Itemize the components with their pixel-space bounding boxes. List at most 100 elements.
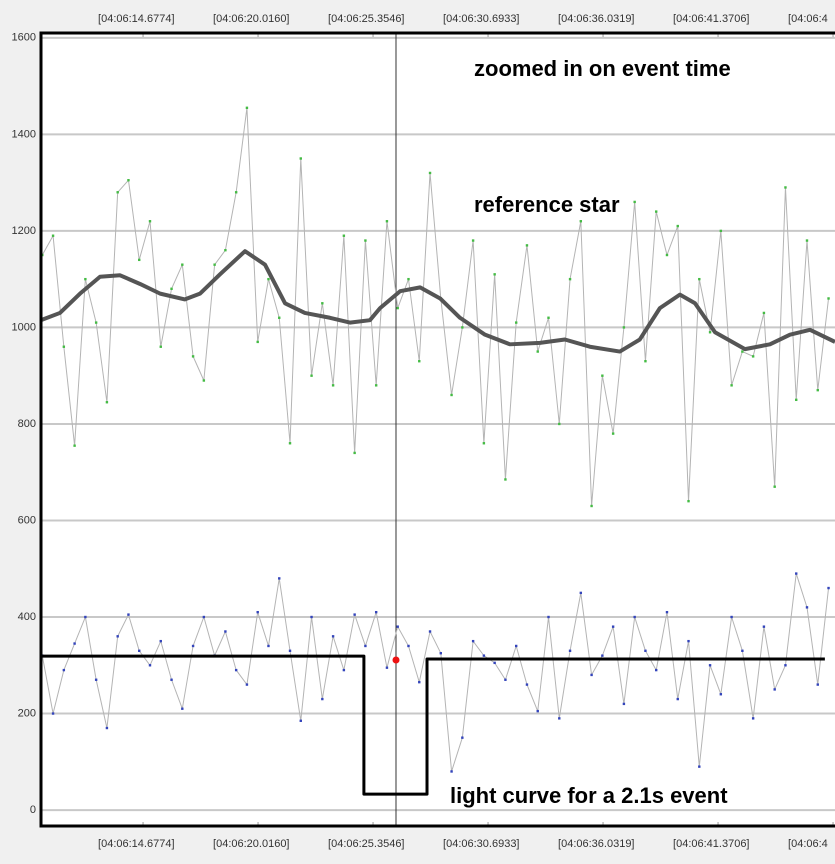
data-point	[784, 186, 787, 189]
data-point	[342, 668, 346, 672]
data-point	[51, 234, 55, 237]
data-point	[730, 615, 733, 619]
annotation: zoomed in on event time	[474, 56, 731, 81]
data-point	[655, 668, 658, 672]
data-point	[181, 263, 184, 266]
data-point	[504, 678, 507, 681]
data-point	[256, 610, 259, 614]
data-point	[202, 379, 206, 382]
data-point	[202, 615, 206, 619]
data-point	[536, 709, 539, 713]
y-tick-label: 400	[18, 611, 36, 623]
data-point	[278, 577, 281, 580]
x-tick-label: [04:06:30.6933]	[443, 13, 519, 25]
data-point	[73, 444, 76, 447]
data-point	[234, 668, 238, 672]
data-point	[62, 345, 66, 348]
data-point	[407, 644, 410, 648]
series-line	[41, 573, 830, 772]
data-point	[116, 635, 119, 638]
data-point	[331, 384, 335, 387]
x-tick-label: [04:06:30.6933]	[443, 838, 519, 850]
data-point	[267, 277, 270, 281]
x-tick-label: [04:06:36.0319]	[558, 838, 634, 850]
data-point	[374, 610, 378, 614]
x-tick-label: [04:06:41.3706]	[673, 13, 749, 25]
data-point	[450, 770, 453, 773]
y-tick-label: 1600	[12, 32, 36, 44]
data-point	[633, 615, 636, 619]
data-point	[568, 649, 572, 652]
data-point	[224, 630, 227, 633]
data-point	[407, 277, 410, 281]
data-point	[256, 340, 259, 344]
data-point	[148, 220, 152, 223]
x-tick-label: [04:06:20.0160]	[213, 13, 289, 25]
data-point	[353, 451, 356, 455]
data-point	[234, 191, 238, 194]
data-point	[418, 360, 421, 363]
data-point	[353, 613, 356, 616]
data-point	[127, 179, 130, 182]
data-point	[364, 239, 367, 242]
data-point	[773, 485, 776, 488]
data-point	[719, 229, 723, 233]
data-point	[471, 639, 475, 643]
data-point	[94, 321, 98, 324]
data-point	[698, 277, 701, 281]
data-point	[708, 331, 712, 334]
data-point	[374, 384, 378, 387]
data-point	[191, 355, 195, 358]
data-point	[299, 719, 302, 722]
data-point	[644, 649, 647, 652]
annotation: reference star	[474, 192, 620, 217]
axes: 0 200 400 600 800 1000 1200 1400 1600 [04:06:14.6…	[12, 13, 835, 850]
data-point	[698, 765, 701, 768]
x-tick-label: [04:06:36.0319]	[558, 13, 634, 25]
y-tick-label: 600	[18, 514, 36, 526]
data-point	[762, 311, 766, 315]
axis-frame	[39, 31, 835, 828]
data-point	[482, 654, 486, 657]
data-point	[224, 248, 227, 252]
data-point	[428, 630, 432, 633]
data-point	[245, 683, 249, 686]
data-point	[590, 504, 593, 508]
data-point	[633, 200, 636, 204]
x-tick-label: [04:06:14.6774]	[98, 13, 174, 25]
data-point	[116, 191, 119, 194]
data-point	[708, 664, 712, 667]
y-tick-label: 0	[30, 804, 36, 816]
data-point	[687, 639, 690, 643]
data-point	[676, 224, 679, 228]
data-point	[751, 717, 755, 720]
series-line	[41, 654, 825, 796]
data-point	[568, 277, 572, 281]
data-point	[493, 273, 496, 276]
data-point	[536, 350, 539, 353]
data-point	[655, 210, 658, 213]
data-point	[321, 697, 324, 701]
data-point	[439, 652, 443, 655]
data-point	[773, 688, 776, 691]
data-point	[687, 499, 690, 503]
data-point	[342, 234, 346, 237]
data-point	[245, 106, 249, 110]
data-point	[730, 384, 733, 387]
data-point	[547, 615, 550, 619]
data-point	[396, 625, 399, 628]
data-point	[84, 615, 87, 619]
data-point	[62, 668, 66, 672]
data-point	[288, 442, 292, 445]
data-point	[181, 707, 184, 710]
data-point	[622, 326, 626, 329]
data-point	[676, 697, 679, 701]
data-point	[278, 316, 281, 319]
x-tick-label: [04:06:4	[788, 838, 828, 850]
data-point	[299, 157, 302, 160]
data-point	[396, 306, 399, 310]
y-tick-label: 1000	[12, 321, 36, 333]
plot-area	[41, 33, 835, 826]
x-tick-label: [04:06:20.0160]	[213, 838, 289, 850]
